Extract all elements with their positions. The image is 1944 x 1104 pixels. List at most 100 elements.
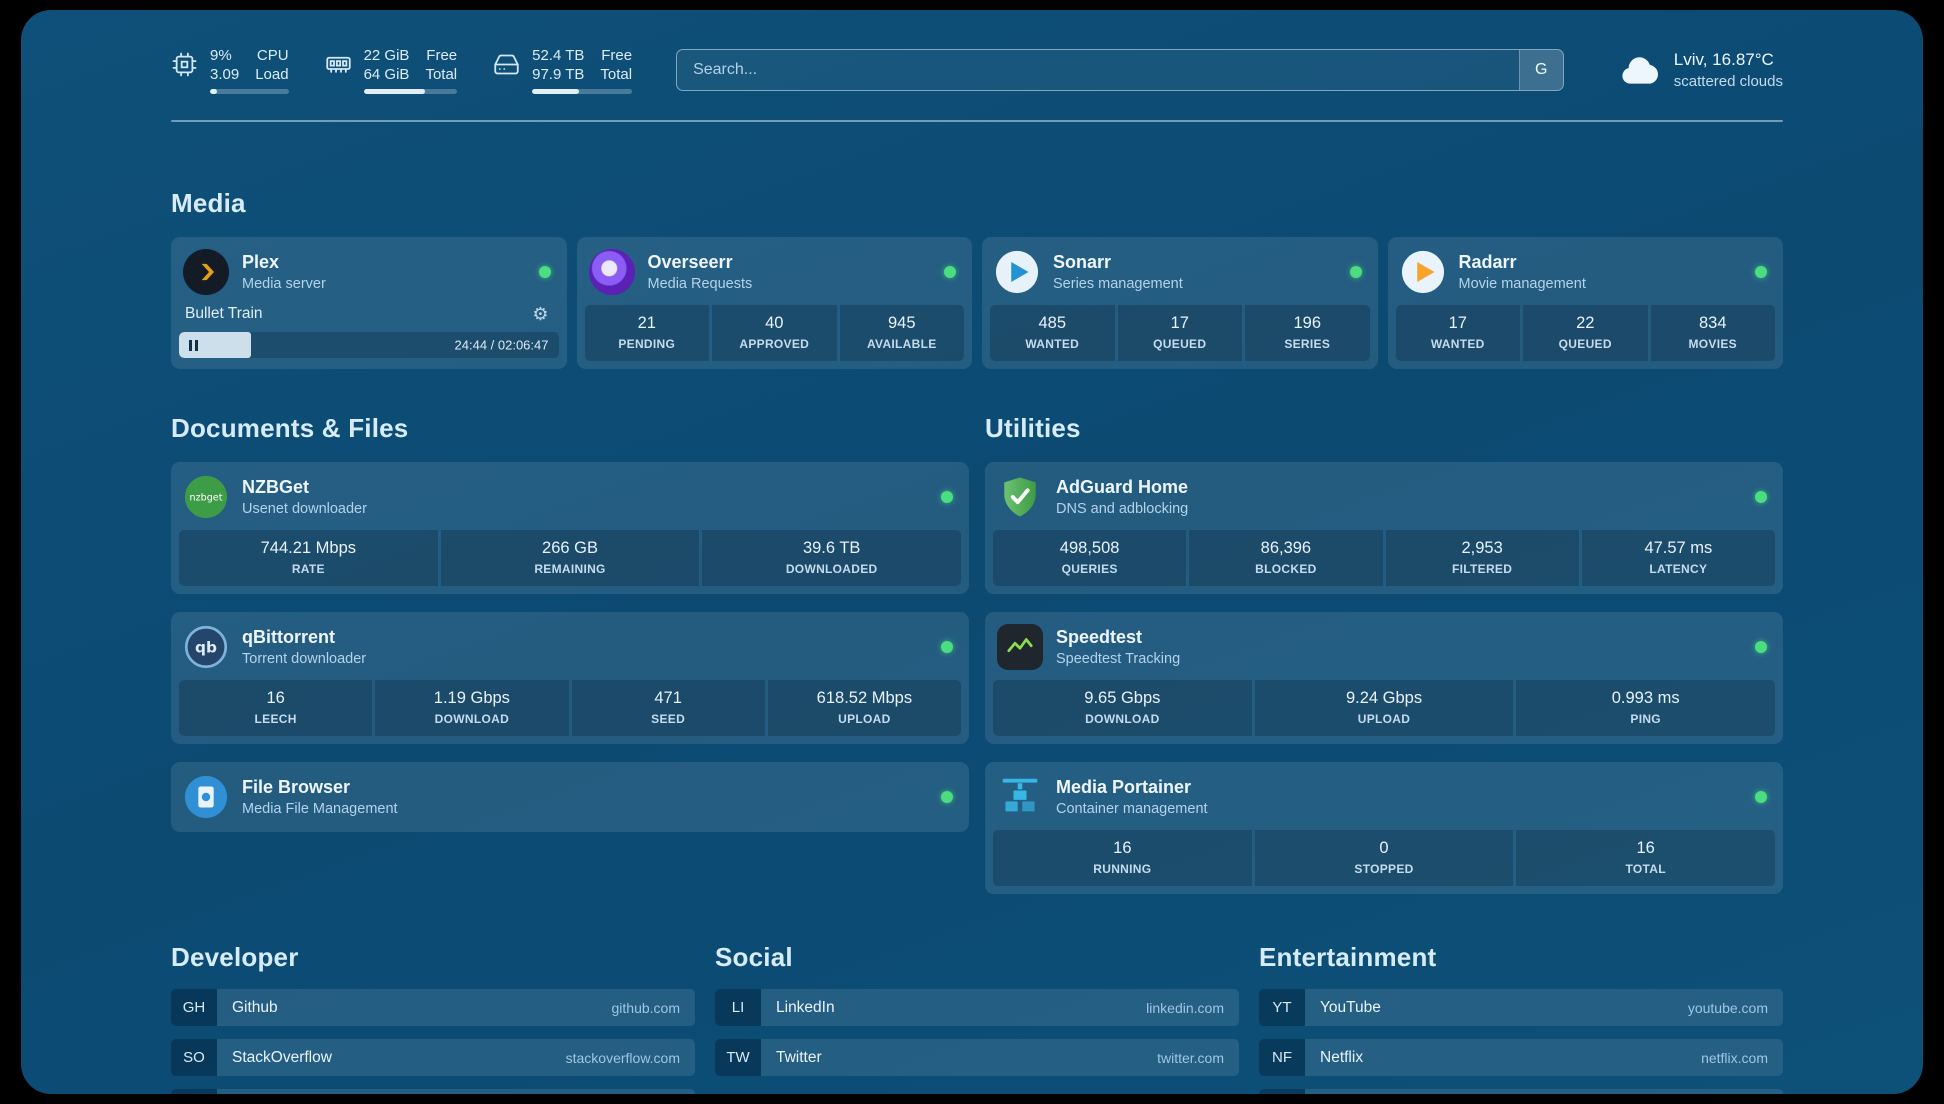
stat-value: 40 xyxy=(765,314,784,332)
media-grid: Plex Media server Bullet Train ⚙ 24:44 /… xyxy=(171,237,1783,369)
cpu-load-value: 3.09 xyxy=(210,66,240,83)
status-dot xyxy=(1755,641,1767,653)
stat-value: 17 xyxy=(1170,314,1189,332)
service-card-plex[interactable]: Plex Media server Bullet Train ⚙ 24:44 /… xyxy=(171,237,567,369)
cpu-stats: 9% 3.09 CPU Load xyxy=(210,46,289,94)
service-title: Media Portainer xyxy=(1056,777,1192,797)
gear-icon[interactable]: ⚙ xyxy=(532,304,549,324)
dashboard-content: 9% 3.09 CPU Load xyxy=(21,10,1923,1094)
entertainment-group-title: Entertainment xyxy=(1259,942,1437,972)
service-subtitle: Usenet downloader xyxy=(242,501,367,517)
stat-label: LATENCY xyxy=(1649,562,1708,576)
service-title: NZBGet xyxy=(242,477,309,497)
stat-ping: 0.993 ms PING xyxy=(1516,680,1776,736)
bookmark-github[interactable]: GH Github github.com xyxy=(171,989,695,1026)
service-card-nzbget[interactable]: nzbget NZBGet Usenet downloader 744.21 M… xyxy=(171,462,969,594)
stat-value: 16 xyxy=(266,689,285,707)
service-card-radarr[interactable]: Radarr Movie management 17 WANTED 22 QUE… xyxy=(1387,237,1783,369)
service-title: AdGuard Home xyxy=(1056,477,1189,497)
stat-queued: 22 QUEUED xyxy=(1523,305,1648,361)
plex-player-bar: 24:44 / 02:06:47 xyxy=(179,332,559,358)
status-dot xyxy=(1755,491,1767,503)
stat-upload: 9.24 Gbps UPLOAD xyxy=(1254,680,1514,736)
stat-value: 471 xyxy=(654,689,682,707)
disk-progress-fill xyxy=(532,89,580,94)
stat-value: 0 xyxy=(1379,839,1389,857)
stat-wanted: 485 WANTED xyxy=(990,305,1115,361)
stat-value: 1.19 Gbps xyxy=(433,689,510,707)
bookmark-twitter[interactable]: TW Twitter twitter.com xyxy=(715,1039,1239,1076)
playback-time: 24:44 / 02:06:47 xyxy=(454,337,549,353)
bookmark-url: stackoverflow.com xyxy=(565,1049,680,1066)
stat-label: DOWNLOADED xyxy=(785,562,878,576)
bookmark-dev[interactable]: DT DEV dev.to xyxy=(171,1089,695,1094)
service-card-adguard[interactable]: AdGuard Home DNS and adblocking 498,508 … xyxy=(985,462,1783,594)
cpu-progress-fill xyxy=(210,89,218,94)
stat-value: 834 xyxy=(1698,314,1727,332)
stat-queries: 498,508 QUERIES xyxy=(993,530,1187,586)
service-title: Radarr xyxy=(1458,252,1517,272)
stat-leech: 16 LEECH xyxy=(179,680,373,736)
cpu-usage-label: CPU xyxy=(256,47,289,64)
service-subtitle: Series management xyxy=(1053,276,1183,292)
stat-value: 498,508 xyxy=(1059,539,1120,557)
section-utilities: Utilities xyxy=(985,413,1783,894)
stat-label: AVAILABLE xyxy=(866,337,937,351)
bookmark-name: YouTube xyxy=(1320,998,1381,1016)
service-card-qbittorrent[interactable]: qb qBittorrent Torrent downloader 16 LEE… xyxy=(171,612,969,744)
stat-label: PENDING xyxy=(618,337,676,351)
service-card-portainer[interactable]: Media Portainer Container management 16 … xyxy=(985,762,1783,894)
search-provider-button[interactable]: G xyxy=(1518,50,1563,90)
weather-text: Lviv, 16.87°C scattered clouds xyxy=(1674,50,1783,90)
bookmark-stackoverflow[interactable]: SO StackOverflow stackoverflow.com xyxy=(171,1039,695,1076)
stat-rate: 744.21 Mbps RATE xyxy=(179,530,438,586)
status-dot xyxy=(941,641,953,653)
section-documents: Documents & Files nzbget NZBGet Usenet d… xyxy=(171,413,969,832)
stat-value: 485 xyxy=(1038,314,1067,332)
stat-label: QUEUED xyxy=(1153,337,1207,351)
stat-pending: 21 PENDING xyxy=(584,305,709,361)
bookmark-linkedin[interactable]: LI LinkedIn linkedin.com xyxy=(715,989,1239,1026)
cloud-icon xyxy=(1618,53,1662,87)
pause-icon xyxy=(188,339,198,351)
stat-filtered: 2,953 FILTERED xyxy=(1385,530,1579,586)
stat-series: 196 SERIES xyxy=(1245,305,1370,361)
status-dot xyxy=(1755,791,1767,803)
svg-text:nzbget: nzbget xyxy=(190,492,223,503)
search-input[interactable] xyxy=(677,50,1519,90)
bookmark-youtube[interactable]: YT YouTube youtube.com xyxy=(1259,989,1783,1026)
section-media: Media Plex Media server Bullet Train ⚙ xyxy=(171,188,1783,369)
service-title: Speedtest xyxy=(1056,627,1143,647)
stat-label: STOPPED xyxy=(1354,862,1414,876)
service-card-filebrowser[interactable]: File Browser Media File Management xyxy=(171,762,969,832)
bookmark-netflix[interactable]: NF Netflix netflix.com xyxy=(1259,1039,1783,1076)
weather-condition: scattered clouds xyxy=(1673,73,1783,90)
bookmark-name: Github xyxy=(232,998,278,1016)
stat-label: UPLOAD xyxy=(1357,712,1411,726)
stat-label: LEECH xyxy=(254,712,297,726)
bookmark-group-social: Social LI LinkedIn linkedin.com TW Twitt… xyxy=(715,942,1239,1094)
pause-button[interactable] xyxy=(179,339,207,351)
qbittorrent-icon: qb xyxy=(183,624,229,670)
service-card-sonarr[interactable]: Sonarr Series management 485 WANTED 17 Q… xyxy=(982,237,1378,369)
stat-seed: 471 SEED xyxy=(571,680,765,736)
service-subtitle: DNS and adblocking xyxy=(1056,501,1189,517)
status-dot xyxy=(538,266,551,278)
stat-download: 1.19 Gbps DOWNLOAD xyxy=(375,680,569,736)
cpu-usage-value: 9% xyxy=(210,47,232,64)
stat-label: QUEUED xyxy=(1558,337,1612,351)
stat-value: 86,396 xyxy=(1260,539,1312,557)
memory-progress-fill xyxy=(363,89,426,94)
bookmark-reddit[interactable]: RE Reddit reddit.com xyxy=(1259,1089,1783,1094)
service-subtitle: Media Requests xyxy=(647,276,753,292)
service-title: Plex xyxy=(242,252,280,272)
bookmark-abbr: RE xyxy=(1259,1089,1305,1094)
stat-value: 618.52 Mbps xyxy=(816,689,913,707)
stat-label: SEED xyxy=(651,712,686,726)
service-subtitle: Container management xyxy=(1056,801,1208,817)
service-card-speedtest[interactable]: Speedtest Speedtest Tracking 9.65 Gbps D… xyxy=(985,612,1783,744)
stat-label: RATE xyxy=(291,562,325,576)
disk-icon xyxy=(493,51,520,78)
stat-label: WANTED xyxy=(1025,337,1080,351)
service-card-overseerr[interactable]: Overseerr Media Requests 21 PENDING 40 A… xyxy=(576,237,972,369)
